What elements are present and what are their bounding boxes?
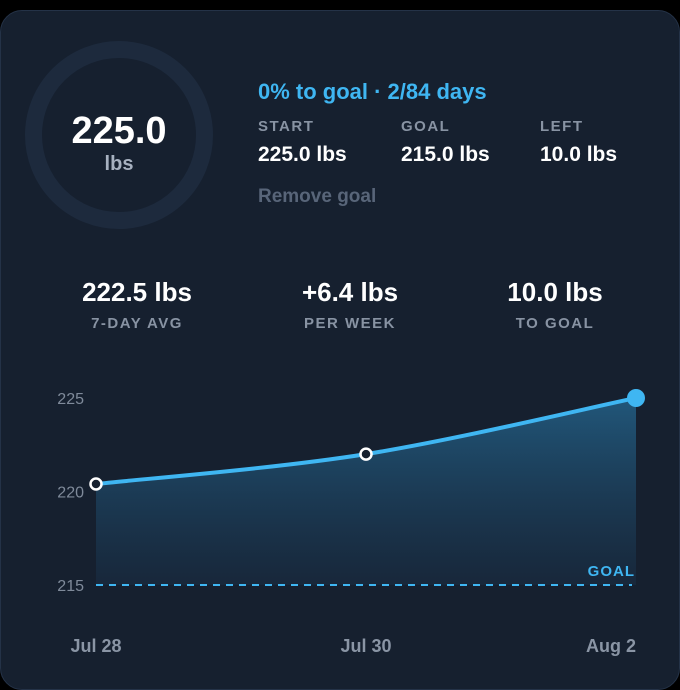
- start-stat: START 225.0 lbs: [258, 117, 347, 168]
- goal-progress-text: 0% to goal · 2/84 days: [258, 79, 487, 104]
- y-tick-label: 220: [57, 485, 84, 502]
- goal-stat: GOAL 215.0 lbs: [401, 117, 490, 168]
- left-label: LEFT: [540, 118, 584, 135]
- goal-value: 215.0 lbs: [401, 143, 490, 166]
- current-weight-unit: lbs: [104, 153, 134, 175]
- x-tick-label: Aug 2: [586, 636, 636, 656]
- seven-day-avg-label: 7-DAY AVG: [91, 315, 183, 332]
- weight-data-point[interactable]: [627, 389, 645, 407]
- summary-per-week: +6.4 lbs PER WEEK: [250, 276, 450, 334]
- to-goal-value: 10.0 lbs: [507, 277, 603, 307]
- per-week-value: +6.4 lbs: [301, 277, 399, 307]
- left-stat: LEFT 10.0 lbs: [540, 117, 617, 168]
- weight-data-point[interactable]: [89, 477, 103, 491]
- current-weight-value: 225.0: [71, 110, 167, 152]
- x-tick-label: Jul 28: [70, 636, 121, 656]
- weight-area-fill: [96, 398, 636, 585]
- summary-seven-day-avg: 222.5 lbs 7-DAY AVG: [37, 276, 237, 334]
- per-week-label: PER WEEK: [303, 315, 396, 332]
- start-label: START: [258, 118, 315, 135]
- to-goal-label: TO GOAL: [515, 315, 595, 332]
- remove-goal-button[interactable]: Remove goal: [258, 186, 377, 207]
- weight-data-point[interactable]: [359, 447, 373, 461]
- x-tick-label: Jul 30: [340, 636, 391, 656]
- goal-label: GOAL: [401, 118, 451, 135]
- summary-to-goal: 10.0 lbs TO GOAL: [455, 276, 655, 334]
- seven-day-avg-value: 222.5 lbs: [82, 277, 192, 307]
- start-value: 225.0 lbs: [258, 143, 347, 166]
- goal-line-label: GOAL: [588, 563, 635, 580]
- left-value: 10.0 lbs: [540, 143, 618, 166]
- y-tick-label: 215: [57, 578, 84, 595]
- y-tick-label: 225: [57, 391, 84, 408]
